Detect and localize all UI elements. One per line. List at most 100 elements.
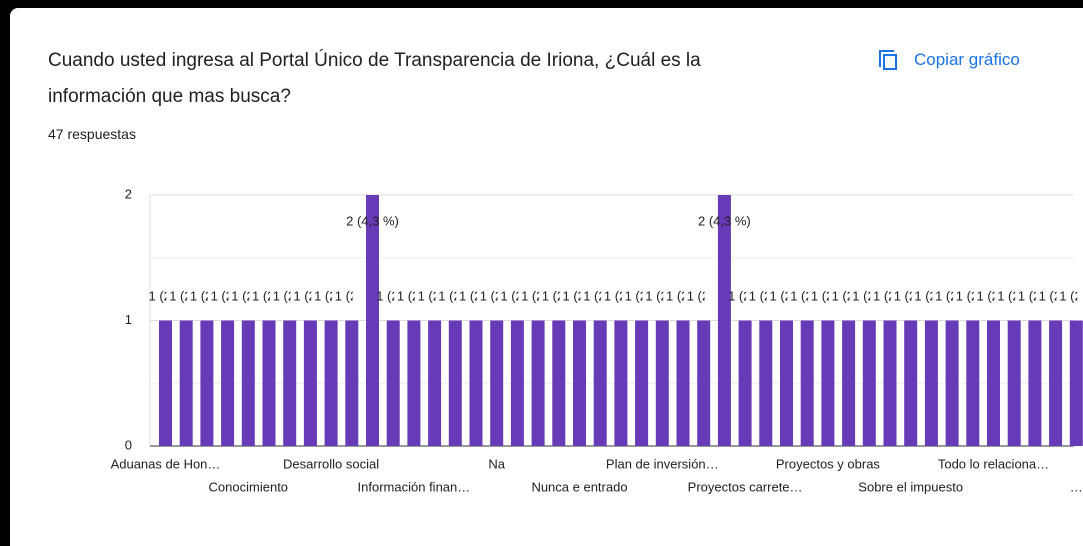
data-label: 1 (2,1 %) — [149, 288, 202, 303]
bar — [924, 320, 938, 446]
data-label: 1 (2,1 %) — [252, 288, 305, 303]
data-label: 1 (2,1 %) — [418, 288, 471, 303]
bar — [1007, 320, 1021, 446]
bar — [614, 320, 628, 446]
data-label: 1 (2,1 %) — [873, 288, 926, 303]
data-label: 1 (2,1 %) — [521, 288, 574, 303]
responses: 47 respuestas — [48, 126, 136, 142]
data-label: 1 (2,1 %) — [231, 288, 284, 303]
x-tick-label: Proyectos carrete… — [688, 479, 803, 494]
bar — [469, 320, 483, 446]
data-label: 1 (2,1 %) — [438, 288, 491, 303]
data-label: 1 (2,1 %) — [273, 288, 326, 303]
copy-button[interactable]: Copiar gráfico — [876, 48, 1020, 72]
data-label: 1 (2,1 %) — [1059, 288, 1083, 303]
bar — [531, 320, 545, 446]
bar — [241, 320, 255, 446]
x-tick-label: Aduanas de Hon… — [111, 456, 221, 471]
y-tick-label: 1 — [125, 312, 132, 327]
bar — [303, 320, 317, 446]
bar — [366, 195, 379, 446]
y-tick-label: 2 — [125, 186, 132, 201]
bar — [800, 320, 814, 446]
bar — [717, 195, 731, 446]
data-label: 1 (2,1 %) — [790, 288, 843, 303]
bar — [987, 320, 1000, 446]
bar — [159, 320, 172, 446]
bar — [676, 320, 690, 446]
bar — [883, 320, 897, 446]
data-label: 2 (4,3 %) — [346, 213, 399, 228]
y-tick-label: 0 — [125, 437, 132, 452]
data-label: 1 (2,1 %) — [459, 288, 512, 303]
data-label: 1 (2,1 %) — [293, 288, 346, 303]
bar — [780, 320, 793, 446]
data-label: 1 (2,1 %) — [604, 288, 657, 303]
card: Cuando usted ingresa al Portal Único de … — [10, 8, 1083, 546]
x-tick-label: Na — [488, 456, 505, 471]
bar — [283, 320, 297, 446]
title: Cuando usted ingresa al Portal Único de … — [48, 50, 701, 71]
bar — [1049, 320, 1063, 446]
data-label: 1 (2,1 %) — [894, 288, 947, 303]
data-label: 1 (2,1 %) — [480, 288, 533, 303]
bar — [1028, 320, 1042, 446]
data-label: 1 (2,1 %) — [852, 288, 905, 303]
data-label: 1 (2,1 %) — [1018, 288, 1071, 303]
data-label: 1 (2,1 %) — [811, 288, 864, 303]
x-tick-label: Plan de inversión… — [606, 456, 719, 471]
data-label: 2 (4,3 %) — [698, 213, 751, 228]
x-tick-label: Desarrollo social — [283, 456, 379, 471]
data-label: 1 (2,1 %) — [314, 288, 367, 303]
data-label: 1 (2,1 %) — [770, 288, 823, 303]
data-label: 1 (2,1 %) — [542, 288, 595, 303]
data-label: 1 (2,1 %) — [728, 288, 781, 303]
data-label: 1 (2,1 %) — [500, 288, 553, 303]
data-label: 1 (2,1 %) — [832, 288, 885, 303]
data-label: 1 (2,1 %) — [749, 288, 802, 303]
bar — [697, 320, 711, 446]
bar — [262, 320, 276, 446]
title: información que mas busca? — [48, 86, 291, 107]
x-tick-label: Nunca e entrado — [531, 479, 627, 494]
bar — [407, 320, 421, 446]
x-tick-label: … — [1070, 479, 1083, 494]
bar — [635, 320, 649, 446]
bar — [428, 320, 442, 446]
copy-label[interactable]: Copiar gráfico — [914, 50, 1020, 69]
data-label: 1 (2,1 %) — [625, 288, 678, 303]
bar — [324, 320, 338, 446]
data-label: 1 (2,1 %) — [397, 288, 450, 303]
bar — [738, 320, 752, 446]
x-tick-label: Sobre el impuesto — [858, 479, 963, 494]
bar — [821, 320, 835, 446]
data-label: 1 (2,1 %) — [563, 288, 616, 303]
data-label: 1 (2,1 %) — [190, 288, 243, 303]
bar — [1069, 320, 1083, 446]
data-label: 1 (2,1 %) — [335, 288, 388, 303]
bar — [759, 320, 773, 446]
x-tick-label: Información finan… — [358, 479, 471, 494]
data-label: 1 (2,1 %) — [1039, 288, 1083, 303]
bar — [904, 320, 918, 446]
bar — [966, 320, 980, 446]
bar — [179, 320, 193, 446]
x-tick-label: Todo lo relaciona… — [938, 456, 1049, 471]
data-label: 1 (2,1 %) — [956, 288, 1009, 303]
bar — [862, 320, 876, 446]
data-label: 1 (2,1 %) — [687, 288, 740, 303]
data-label: 1 (2,1 %) — [211, 288, 264, 303]
bar — [842, 320, 856, 446]
bar — [510, 320, 524, 446]
copy-icon — [879, 50, 897, 70]
bar — [490, 320, 504, 446]
data-label: 1 (2,1 %) — [666, 288, 719, 303]
data-label: 1 (2,1 %) — [169, 288, 222, 303]
x-tick-label: Proyectos y obras — [776, 456, 881, 471]
bar — [345, 320, 359, 446]
x-tick-label: Conocimiento — [209, 479, 289, 494]
bar — [945, 320, 959, 446]
data-label: 1 (2,1 %) — [914, 288, 967, 303]
